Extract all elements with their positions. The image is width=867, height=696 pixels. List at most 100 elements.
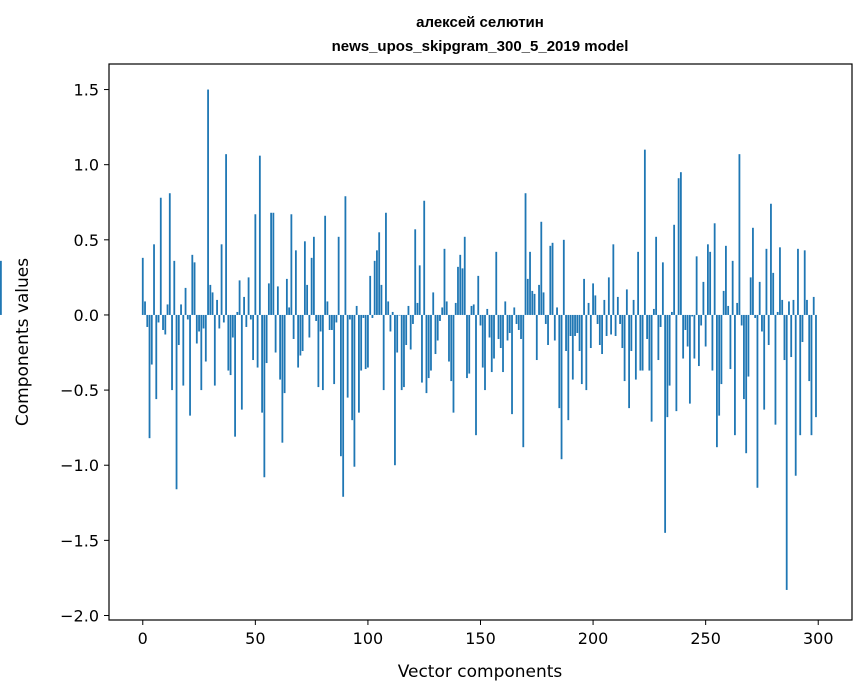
- x-tick-label: 50: [245, 629, 265, 648]
- bar: [481, 314, 484, 368]
- bar: [499, 314, 502, 349]
- bar: [328, 314, 331, 330]
- bar: [267, 283, 270, 315]
- bar: [243, 296, 245, 315]
- bar: [333, 314, 336, 385]
- bar: [211, 292, 214, 315]
- bar: [650, 314, 653, 422]
- bar: [184, 287, 187, 315]
- bar: [141, 257, 144, 315]
- bar: [373, 260, 376, 315]
- bar: [758, 281, 761, 315]
- bar: [520, 314, 522, 339]
- bar: [182, 314, 185, 386]
- bar: [628, 314, 630, 409]
- bar: [306, 284, 309, 315]
- bar: [337, 236, 340, 315]
- bar: [533, 293, 536, 315]
- bar: [405, 314, 408, 345]
- bar: [312, 236, 315, 315]
- bar: [493, 314, 495, 359]
- bar: [247, 277, 250, 315]
- bar: [707, 244, 709, 315]
- bar: [236, 311, 239, 315]
- bar: [578, 314, 581, 352]
- bar: [529, 251, 531, 315]
- bar: [475, 314, 477, 436]
- bar: [776, 311, 779, 315]
- bar: [308, 314, 311, 338]
- bar: [535, 314, 538, 361]
- bar: [378, 232, 381, 315]
- bar: [290, 214, 293, 315]
- bar: [749, 277, 752, 315]
- bar: [634, 314, 637, 380]
- bar: [448, 314, 450, 362]
- bar: [526, 278, 529, 315]
- bar: [657, 314, 660, 361]
- bar: [553, 314, 556, 341]
- bar: [779, 247, 781, 315]
- bar: [276, 286, 279, 315]
- bar: [407, 305, 410, 315]
- y-tick-label: 1.0: [74, 156, 99, 175]
- bar: [423, 200, 426, 315]
- bar: [637, 251, 640, 315]
- bar: [346, 314, 349, 398]
- bar: [668, 314, 671, 386]
- bar: [560, 314, 563, 460]
- bar: [414, 229, 417, 315]
- bar: [781, 299, 784, 315]
- bar: [439, 314, 441, 321]
- bar: [616, 296, 619, 315]
- bar: [213, 314, 216, 386]
- bar: [261, 314, 263, 413]
- x-tick-label: 250: [690, 629, 721, 648]
- x-tick-label: 200: [578, 629, 609, 648]
- bar: [522, 314, 525, 448]
- bar: [216, 299, 218, 315]
- bar: [457, 266, 459, 315]
- bar: [610, 314, 612, 335]
- bar: [349, 314, 351, 320]
- bar: [396, 314, 399, 353]
- bar: [783, 314, 786, 361]
- bar: [767, 314, 770, 345]
- bar: [459, 254, 462, 315]
- bar: [547, 314, 549, 345]
- bar: [594, 295, 597, 315]
- bar: [436, 314, 439, 341]
- bar: [294, 250, 297, 315]
- bar: [673, 224, 676, 315]
- bar: [540, 221, 543, 315]
- bar: [222, 314, 225, 323]
- bar: [326, 301, 329, 315]
- bar: [603, 299, 606, 315]
- bar: [693, 314, 696, 359]
- bar: [810, 314, 813, 436]
- bar: [585, 314, 588, 391]
- bar: [734, 314, 736, 436]
- bar: [794, 314, 797, 476]
- y-tick-label: −2.0: [60, 606, 99, 625]
- bar: [195, 314, 198, 344]
- bar: [506, 314, 509, 341]
- bar: [576, 314, 579, 333]
- bar: [292, 314, 295, 339]
- bar: [670, 311, 673, 315]
- bar: [763, 314, 766, 410]
- bar: [571, 314, 574, 380]
- bar: [558, 314, 561, 409]
- bar: [225, 154, 227, 315]
- bar: [385, 212, 387, 315]
- x-tick-label: 100: [353, 629, 384, 648]
- bar: [340, 314, 342, 457]
- bar: [403, 314, 405, 388]
- bar: [702, 281, 705, 315]
- bar: [175, 314, 178, 490]
- bar: [409, 314, 412, 350]
- bar: [806, 299, 808, 315]
- bar: [231, 314, 234, 338]
- bar: [150, 314, 153, 365]
